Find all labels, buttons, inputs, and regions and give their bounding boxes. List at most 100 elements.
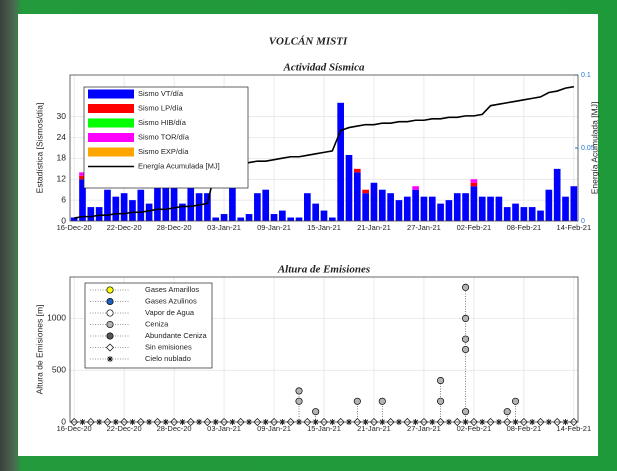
bar [296,218,303,221]
legend-label: Sismo VT/día [138,89,184,98]
bar [479,197,486,221]
legend-marker [107,287,113,293]
y2-axis-label: Energía Acumulada [MJ] [589,102,599,195]
bar [429,197,436,221]
bar [371,183,378,221]
bar [287,218,294,221]
y-tick-label: 12 [57,174,67,184]
bar [212,218,219,221]
bar [312,204,319,221]
x-tick-label: 02-Feb-21 [457,223,492,232]
bar [112,197,119,221]
point [437,398,443,404]
point [462,346,468,352]
point [462,408,468,414]
bar [404,197,411,221]
legend-swatch [88,104,134,113]
bar [437,204,444,221]
bar [171,183,178,221]
bar [462,193,469,221]
bar [87,207,94,221]
x-tick-label: 28-Dec-20 [157,223,192,232]
y-tick-label: 6 [61,194,66,204]
bar [304,193,311,221]
x-tick-label: 27-Jan-21 [407,223,441,232]
x-tick-label: 15-Jan-21 [307,223,341,232]
y-tick-label: 24 [57,132,67,142]
point [512,398,518,404]
point [437,377,443,383]
y-tick-label: 1000 [47,313,66,323]
bar [412,190,419,221]
legend-label: Ceniza [145,319,169,328]
point [296,388,302,394]
bar [96,207,103,221]
legend-swatch [88,133,134,142]
bar [187,183,194,221]
legend-label: Gases Amarillos [145,285,199,294]
bar [471,183,478,186]
bar [337,103,344,221]
bar [471,179,478,182]
legend-marker [107,310,113,316]
bar [412,186,419,189]
bar [554,169,561,221]
legend-label: Sin emisiones [145,342,192,351]
chart: VOLCÁN MISTI Actividad SísmicaEstadístic… [0,0,617,471]
legend-label: Sismo LP/día [138,103,183,112]
legend-marker [107,321,113,327]
bar [421,197,428,221]
legend-label: Sismo TOR/día [138,132,190,141]
bar [279,211,286,221]
y-axis-label: Estadística [Sismos/día] [34,103,44,194]
legend-label: Gases Azulinos [145,296,197,305]
bar [354,172,361,221]
legend-swatch [88,90,134,99]
x-tick-label: 16-Dec-20 [57,223,92,232]
chart-title: Altura de Emisiones [277,264,370,276]
bar [162,183,169,221]
bar [571,186,578,221]
bar [154,186,161,221]
x-tick-label: 21-Jan-21 [357,223,391,232]
bar [396,200,403,221]
bar [454,193,461,221]
bar [521,207,528,221]
bar [237,218,244,221]
point [296,398,302,404]
bar [387,193,394,221]
bar [262,190,269,221]
bar [246,214,253,221]
bar [529,207,536,221]
bar [346,155,353,221]
legend-label: Abundante Ceniza [145,331,208,340]
point [379,398,385,404]
legend-label: Energía Acumulada [MJ] [138,161,220,170]
legend-swatch [88,119,134,128]
bar [471,186,478,221]
bar [329,218,336,221]
x-tick-label: 08-Feb-21 [507,223,542,232]
x-tick-label: 09-Jan-21 [257,223,291,232]
point [312,408,318,414]
bar [504,207,511,221]
bar [129,200,136,221]
point [504,408,510,414]
bar [546,190,553,221]
point [462,336,468,342]
legend-label: Vapor de Agua [145,308,195,317]
bar [254,193,261,221]
legend-swatch [88,148,134,157]
legend-marker [107,298,113,304]
point [354,398,360,404]
legend-marker [107,333,113,339]
x-tick-label: 22-Dec-20 [107,223,142,232]
x-tick-label: 14-Feb-21 [557,223,592,232]
bar [379,190,386,221]
y2-tick-label: 0.1 [581,72,591,79]
bar [104,190,111,221]
page-title: VOLCÁN MISTI [269,36,348,48]
bar [487,197,494,221]
bar [271,214,278,221]
legend-label: Cielo nublado [145,354,191,363]
